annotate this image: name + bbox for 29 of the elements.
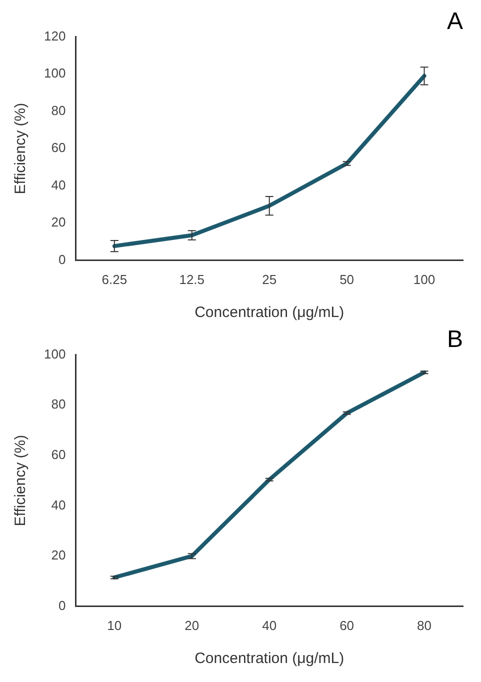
y-tick-label: 60 (51, 447, 66, 462)
y-axis-title: Efficiency (%) (12, 102, 30, 194)
x-tick-label: 10 (107, 618, 122, 633)
chart-title: A (446, 8, 463, 36)
y-tick-label: 100 (44, 346, 66, 362)
y-tick-label: 20 (51, 214, 66, 230)
y-axis-title: Efficiency (%) (12, 434, 30, 526)
y-tick-label: 0 (58, 252, 66, 267)
y-tick-label: 20 (51, 548, 66, 563)
x-tick-label: 100 (413, 272, 436, 287)
x-tick-label: 6.25 (102, 272, 128, 287)
x-tick-label: 25 (262, 272, 277, 287)
chart-title: B (446, 326, 463, 354)
y-tick-label: 40 (51, 177, 66, 192)
y-tick-label: 40 (51, 497, 66, 512)
x-tick-label: 60 (340, 618, 354, 633)
y-tick-label: 60 (51, 140, 66, 156)
y-tick-label: 100 (44, 66, 66, 81)
y-tick-label: 120 (44, 28, 66, 44)
x-tick-label: 12.5 (179, 272, 205, 287)
x-tick-label: 80 (417, 618, 432, 633)
x-tick-label: 50 (340, 272, 354, 287)
y-tick-label: 80 (51, 396, 66, 412)
x-axis-title: Concentration (μg/mL) (194, 304, 344, 322)
x-axis-title: Concentration (μg/mL) (194, 650, 344, 668)
x-tick-label: 20 (184, 618, 200, 633)
x-tick-label: 40 (262, 618, 277, 633)
y-tick-label: 0 (58, 598, 66, 613)
y-tick-label: 80 (51, 102, 66, 118)
